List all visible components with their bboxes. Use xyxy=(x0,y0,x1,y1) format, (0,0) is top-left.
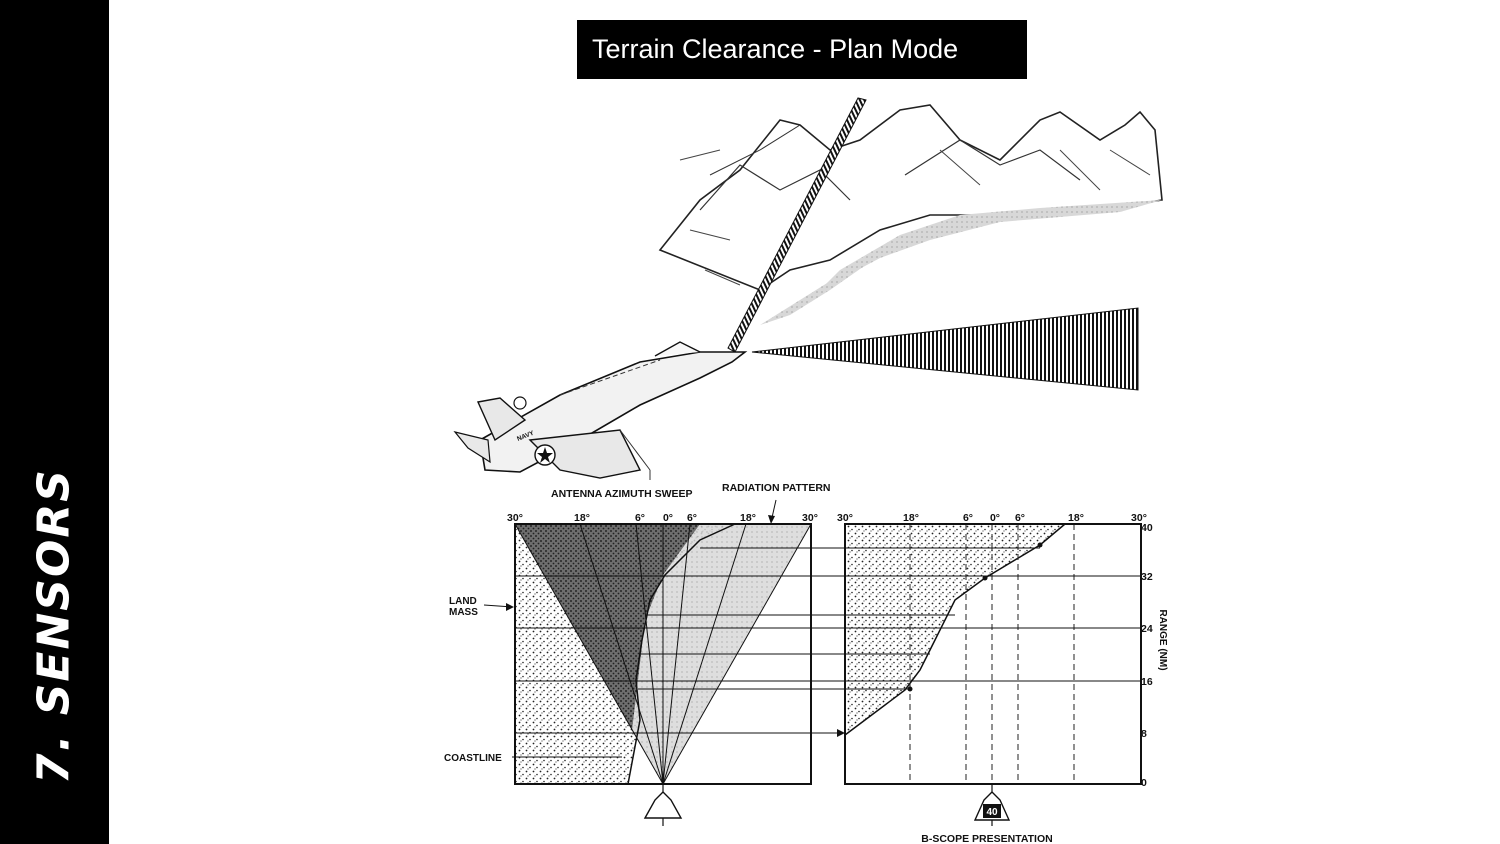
radiation-pattern-label: RADIATION PATTERN xyxy=(722,482,831,494)
left-angle-tick-label: 6° xyxy=(687,512,697,524)
right-angle-tick-label: 6° xyxy=(1015,512,1025,524)
mountain-range xyxy=(658,104,1163,325)
title-box: Terrain Clearance - Plan Mode xyxy=(577,20,1027,79)
sweep-line xyxy=(514,523,664,785)
range-tick-label: 16 xyxy=(1141,676,1153,688)
left-angle-ticks: 30° 18° 6° 0° 6° 18° 30° xyxy=(507,512,818,524)
land-mass-label-line1: LAND xyxy=(449,596,477,607)
scope-marker-label: 40 xyxy=(986,807,998,818)
bscope-aircraft-symbol: 40 xyxy=(973,784,1011,826)
sweep-line xyxy=(579,523,664,785)
left-angle-tick-label: 18° xyxy=(740,512,756,524)
left-angle-tick-label: 18° xyxy=(574,512,590,524)
left-angle-tick-label: 30° xyxy=(802,512,818,524)
range-tick-label: 40 xyxy=(1141,522,1153,534)
slide-title: Terrain Clearance - Plan Mode xyxy=(592,34,959,64)
left-angle-tick-label: 6° xyxy=(635,512,645,524)
aircraft: NAVY xyxy=(453,341,748,480)
right-angle-tick-label: 6° xyxy=(963,512,973,524)
range-tick-label: 8 xyxy=(1141,728,1147,740)
elevation-beam xyxy=(727,97,867,353)
range-axis-label: RANGE (NM) xyxy=(1157,609,1168,670)
bscope-display xyxy=(844,523,1142,785)
left-angle-tick-label: 0° xyxy=(663,512,673,524)
range-tick-label: 24 xyxy=(1141,623,1153,635)
azimuth-beam xyxy=(751,307,1139,391)
right-angle-ticks: 30° 18° 6° 0° 6° 18° 30° xyxy=(837,512,1147,524)
right-angle-tick-label: 18° xyxy=(1068,512,1084,524)
right-angle-tick-label: 0° xyxy=(990,512,1000,524)
left-angle-tick-label: 30° xyxy=(507,512,523,524)
bscope-presentation-label: B-SCOPE PRESENTATION xyxy=(921,833,1052,844)
range-ticks: 0 8 16 24 32 40 xyxy=(1141,522,1153,789)
right-angle-tick-label: 30° xyxy=(1131,512,1147,524)
left-aircraft-symbol xyxy=(643,784,683,826)
coastline-label: COASTLINE xyxy=(444,753,502,764)
range-tick-label: 32 xyxy=(1141,571,1153,583)
right-angle-tick-label: 30° xyxy=(837,512,853,524)
sidebar: 7. Sensors xyxy=(0,0,109,844)
range-tick-label: 0 xyxy=(1141,777,1147,789)
range-connector-lines xyxy=(515,542,1141,737)
right-angle-tick-label: 18° xyxy=(903,512,919,524)
antenna-azimuth-sweep-label: ANTENNA AZIMUTH SWEEP xyxy=(551,488,693,500)
land-mass-label-line2: MASS xyxy=(449,607,478,618)
